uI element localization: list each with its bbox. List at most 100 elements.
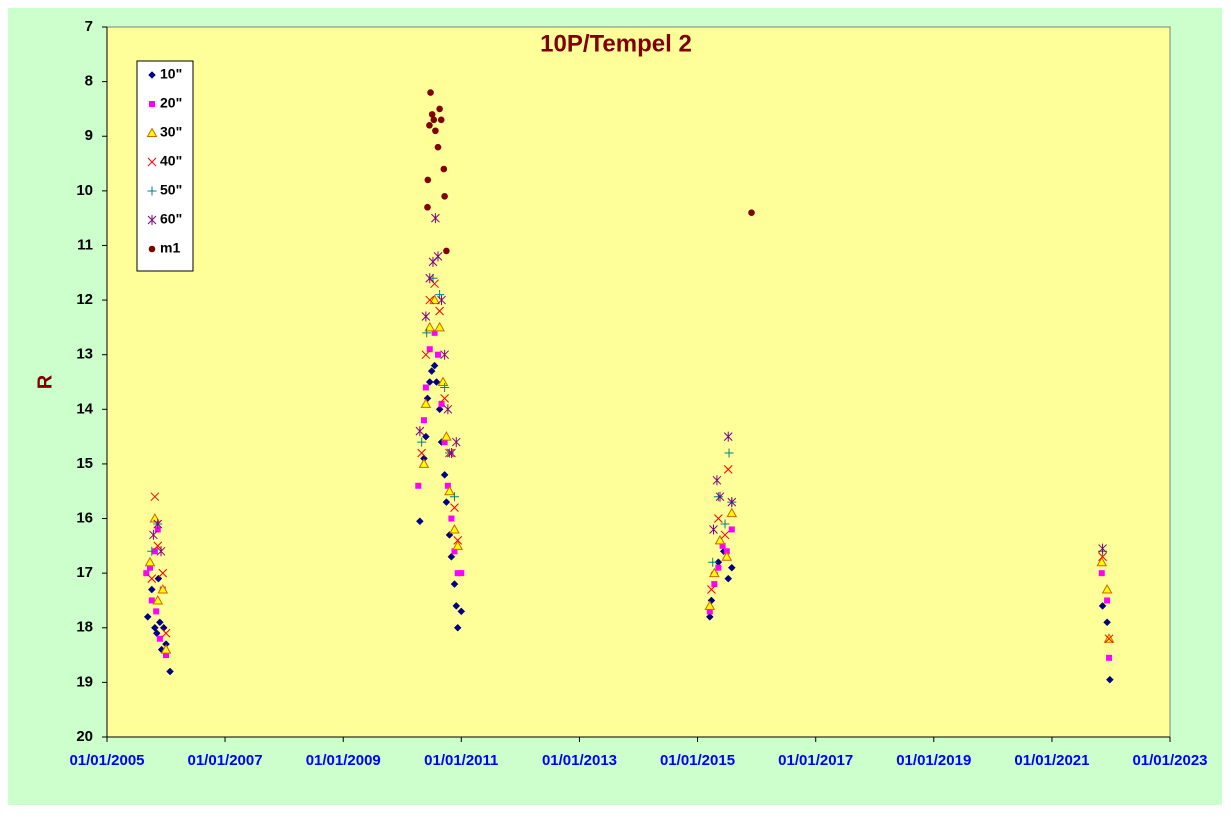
legend-item: m1 bbox=[148, 240, 180, 256]
marker-diamond bbox=[427, 367, 436, 375]
marker-x bbox=[435, 306, 444, 316]
x-tick-label: 01/01/2015 bbox=[660, 752, 735, 769]
marker-circle bbox=[441, 193, 448, 200]
marker-diamond bbox=[440, 470, 449, 479]
marker-asterisk bbox=[433, 251, 443, 262]
marker-circle bbox=[437, 116, 445, 124]
legend-box bbox=[136, 60, 194, 272]
marker-square bbox=[422, 384, 429, 391]
marker-square bbox=[454, 570, 461, 577]
marker-diamond bbox=[166, 667, 174, 676]
marker-diamond bbox=[1098, 602, 1107, 610]
marker-triangle bbox=[1096, 556, 1108, 567]
marker-square bbox=[415, 482, 422, 489]
marker-square bbox=[1106, 654, 1113, 661]
y-tick-label: 19 bbox=[76, 673, 93, 690]
marker-diamond bbox=[432, 378, 441, 386]
marker-square bbox=[441, 439, 448, 446]
marker-asterisk bbox=[1098, 543, 1107, 554]
marker-asterisk bbox=[156, 546, 166, 557]
marker-triangle bbox=[704, 600, 716, 610]
marker-circle bbox=[443, 247, 450, 255]
x-tick-label: 01/01/2019 bbox=[896, 752, 971, 769]
y-tick-label: 8 bbox=[85, 73, 93, 90]
marker-square bbox=[153, 608, 160, 615]
marker-asterisk bbox=[447, 448, 456, 458]
marker-triangle bbox=[726, 507, 738, 518]
marker-triangle bbox=[429, 294, 440, 305]
marker-diamond bbox=[442, 498, 451, 507]
marker-x bbox=[421, 350, 431, 360]
marker-x bbox=[158, 568, 168, 578]
marker-asterisk bbox=[425, 273, 435, 284]
marker-asterisk bbox=[437, 295, 446, 306]
legend-item: 60" bbox=[147, 211, 182, 227]
marker-diamond bbox=[705, 612, 714, 621]
y-tick-label: 13 bbox=[76, 346, 93, 363]
marker-asterisk bbox=[421, 311, 431, 322]
legend-label: 10" bbox=[160, 66, 182, 82]
y-tick-label: 11 bbox=[77, 236, 93, 253]
legend-item: 20" bbox=[149, 95, 182, 111]
marker-diamond bbox=[452, 602, 461, 610]
marker-circle bbox=[427, 89, 434, 96]
marker-diamond bbox=[450, 580, 459, 588]
series bbox=[149, 213, 1107, 557]
marker-square bbox=[448, 515, 455, 522]
marker-triangle bbox=[152, 594, 164, 605]
marker-triangle bbox=[434, 321, 445, 332]
marker-square bbox=[148, 597, 155, 604]
marker-square bbox=[147, 564, 154, 571]
marker-x bbox=[150, 492, 160, 502]
marker-circle bbox=[148, 245, 156, 253]
marker-asterisk bbox=[712, 475, 722, 486]
marker-triangle bbox=[452, 540, 464, 550]
y-tick-label: 16 bbox=[76, 510, 93, 527]
marker-diamond bbox=[154, 574, 163, 583]
series bbox=[144, 294, 1115, 654]
marker-x bbox=[1098, 552, 1107, 562]
marker-triangle bbox=[444, 485, 455, 496]
marker-x bbox=[440, 394, 449, 403]
y-tick-label: 18 bbox=[76, 619, 93, 636]
marker-square bbox=[434, 351, 441, 358]
marker-asterisk bbox=[709, 524, 718, 535]
marker-diamond bbox=[148, 71, 156, 79]
y-axis-label: R bbox=[34, 374, 56, 389]
marker-square bbox=[728, 526, 735, 533]
y-tick-label: 12 bbox=[76, 291, 93, 308]
x-tick-label: 01/01/2017 bbox=[778, 752, 853, 769]
x-tick-label: 01/01/2005 bbox=[69, 752, 144, 769]
marker-square bbox=[156, 635, 163, 642]
marker-diamond bbox=[151, 623, 159, 632]
marker-square bbox=[154, 526, 161, 533]
marker-circle bbox=[748, 209, 755, 216]
marker-diamond bbox=[453, 623, 462, 632]
marker-x bbox=[417, 448, 427, 458]
marker-x bbox=[450, 503, 459, 512]
marker-plus bbox=[417, 437, 427, 447]
marker-triangle bbox=[441, 431, 452, 441]
y-tick-label: 9 bbox=[85, 127, 93, 144]
marker-triangle bbox=[149, 513, 161, 523]
marker-asterisk bbox=[431, 213, 440, 224]
marker-triangle bbox=[721, 551, 733, 561]
y-tick-label: 15 bbox=[76, 455, 93, 472]
series bbox=[147, 279, 1114, 644]
marker-plus bbox=[422, 328, 432, 338]
marker-plus bbox=[724, 448, 734, 458]
marker-plus bbox=[720, 519, 730, 529]
marker-circle bbox=[424, 176, 432, 184]
marker-asterisk bbox=[415, 426, 425, 437]
marker-x bbox=[425, 295, 435, 305]
marker-square bbox=[143, 570, 150, 577]
marker-square bbox=[1104, 597, 1111, 604]
legend-label: 50" bbox=[160, 182, 182, 198]
x-tick-label: 01/01/2007 bbox=[188, 752, 263, 769]
legend-item: 30" bbox=[146, 124, 182, 140]
marker-diamond bbox=[447, 552, 456, 561]
marker-plus bbox=[147, 546, 157, 556]
marker-diamond bbox=[457, 607, 466, 616]
marker-diamond bbox=[425, 378, 434, 386]
marker-diamond bbox=[143, 612, 152, 621]
